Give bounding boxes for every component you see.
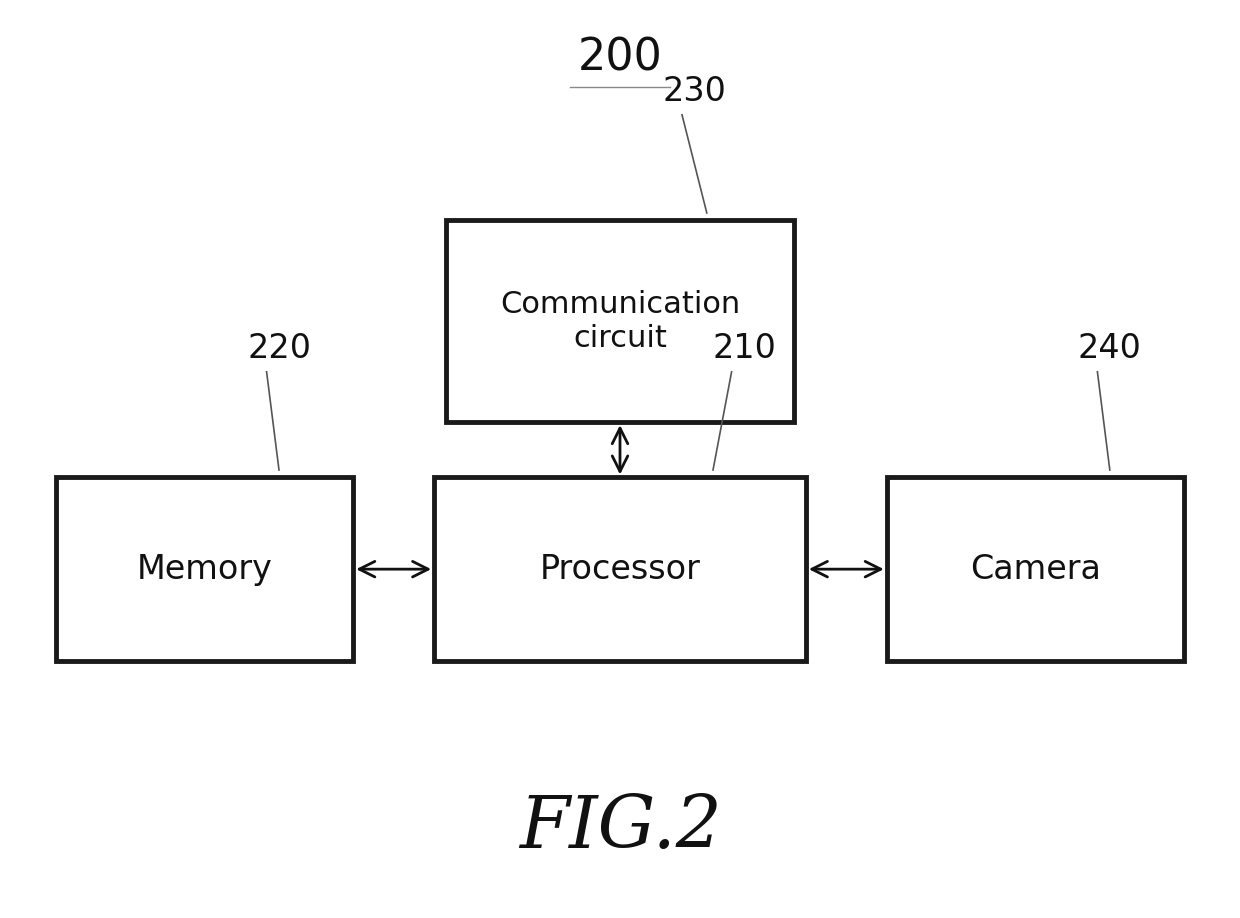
Text: Memory: Memory (136, 553, 273, 586)
Text: 200: 200 (578, 37, 662, 80)
Text: 240: 240 (1078, 332, 1142, 365)
Text: FIG.2: FIG.2 (518, 792, 722, 863)
Bar (887, 477, 1184, 661)
Text: Processor: Processor (539, 553, 701, 586)
Text: 220: 220 (247, 332, 311, 365)
Bar (446, 220, 794, 422)
Text: 210: 210 (712, 332, 776, 365)
Bar (434, 477, 806, 661)
Text: 230: 230 (662, 75, 727, 108)
Text: Camera: Camera (970, 553, 1101, 586)
Bar (56, 477, 353, 661)
Text: Communication
circuit: Communication circuit (500, 290, 740, 353)
